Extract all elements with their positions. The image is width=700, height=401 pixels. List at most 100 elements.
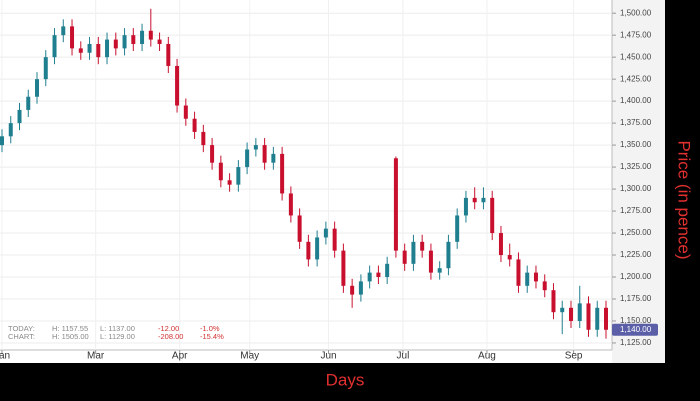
candle-body xyxy=(297,215,302,242)
candle-body xyxy=(262,145,267,163)
candle-body xyxy=(332,228,337,251)
y-tick-label: 1,200.00 xyxy=(620,272,652,281)
x-axis-title: Days xyxy=(326,370,365,389)
candle-body xyxy=(428,250,433,273)
x-tick-label: Jun xyxy=(320,351,336,362)
info-text: TODAY: xyxy=(8,324,35,333)
candle-body xyxy=(446,241,451,269)
x-tick-label: Mar xyxy=(87,351,105,362)
candle-body xyxy=(140,30,145,44)
x-tick-label: Apr xyxy=(172,351,188,362)
candle-body xyxy=(402,250,407,264)
info-text: -12.00 xyxy=(158,324,179,333)
candle-body xyxy=(288,193,293,216)
price-tag-bg xyxy=(612,323,658,336)
candle-body xyxy=(78,48,83,53)
candle-body xyxy=(253,145,258,150)
y-tick-label: 1,400.00 xyxy=(620,96,652,105)
candle-body xyxy=(420,241,425,251)
x-tick-label: Sep xyxy=(565,351,583,362)
y-tick-label: 1,175.00 xyxy=(620,294,652,303)
candle-body xyxy=(455,215,460,242)
candle-body xyxy=(43,57,48,80)
candle-body xyxy=(595,307,600,330)
candle-body xyxy=(568,307,573,321)
candle-body xyxy=(35,79,40,97)
candle-body xyxy=(61,26,66,36)
y-tick-label: 1,350.00 xyxy=(620,140,652,149)
y-tick-label: 1,425.00 xyxy=(620,74,652,83)
y-axis-title: Price (in pence) xyxy=(675,140,694,259)
candle-body xyxy=(245,149,250,168)
candle-body xyxy=(105,39,110,58)
y-tick-label: 1,275.00 xyxy=(620,206,652,215)
info-text: L: 1129.00 xyxy=(100,332,135,341)
candle-body xyxy=(17,109,22,124)
candle-body xyxy=(175,65,180,106)
candle-body xyxy=(604,307,608,330)
candle-body xyxy=(26,96,31,110)
candle-body xyxy=(393,158,398,251)
y-tick-label: 1,500.00 xyxy=(620,8,652,17)
candle-body xyxy=(280,153,285,194)
candle-body xyxy=(367,272,372,282)
candle-body xyxy=(437,268,442,273)
candle-body xyxy=(157,39,162,44)
candle-body xyxy=(52,35,57,58)
x-tick-label: Jan xyxy=(0,351,10,362)
candle-body xyxy=(507,255,512,260)
candle-body xyxy=(0,136,4,146)
info-text: -208.00 xyxy=(158,332,183,341)
candle-body xyxy=(236,167,241,185)
candle-body xyxy=(70,26,75,49)
y-tick-label: 1,225.00 xyxy=(620,250,652,259)
info-text: L: 1137.00 xyxy=(100,324,135,333)
candle-body xyxy=(87,43,92,53)
candle-body xyxy=(122,35,127,49)
candle-body xyxy=(341,250,346,286)
candle-body xyxy=(96,43,101,58)
candle-body xyxy=(551,290,556,313)
y-tick-label: 1,325.00 xyxy=(620,162,652,171)
x-tick-label: Aug xyxy=(478,351,496,362)
candle-body xyxy=(358,281,363,295)
candle-body xyxy=(350,285,355,295)
candle-body xyxy=(323,228,328,238)
candle-body xyxy=(542,281,547,291)
candle-body xyxy=(463,197,468,216)
y-tick-label: 1,450.00 xyxy=(620,52,652,61)
candle-body xyxy=(131,35,136,44)
candle-body xyxy=(516,259,521,286)
candle-body xyxy=(586,303,591,330)
candle-body xyxy=(227,180,232,185)
info-text: CHART: xyxy=(8,332,35,341)
candle-body xyxy=(577,303,582,321)
candle-body xyxy=(148,30,153,40)
info-text: -15.4% xyxy=(200,332,224,341)
y-tick-label: 1,375.00 xyxy=(620,118,652,127)
x-tick-label: May xyxy=(240,351,259,362)
candle-body xyxy=(560,307,565,313)
axis-panel xyxy=(612,0,665,363)
candle-body xyxy=(192,118,197,132)
y-tick-label: 1,125.00 xyxy=(620,338,652,347)
price-tag: 1,140.00 xyxy=(620,325,652,334)
info-text: H: 1505.00 xyxy=(52,332,89,341)
candle-body xyxy=(376,272,381,278)
y-tick-label: 1,150.00 xyxy=(620,316,652,325)
x-tick-label: Jul xyxy=(397,351,410,362)
candle-body xyxy=(218,162,223,181)
candle-body xyxy=(271,153,276,163)
candle-body xyxy=(210,145,215,163)
info-text: -1.0% xyxy=(200,324,220,333)
candle-body xyxy=(315,237,320,260)
candle-body xyxy=(498,233,503,256)
candle-body xyxy=(201,131,206,146)
info-text: H: 1157.55 xyxy=(52,324,88,333)
candle-body xyxy=(166,43,171,66)
candle-body xyxy=(533,272,538,282)
candle-body xyxy=(8,123,13,137)
candle-body xyxy=(481,197,486,203)
y-tick-label: 1,250.00 xyxy=(620,228,652,237)
